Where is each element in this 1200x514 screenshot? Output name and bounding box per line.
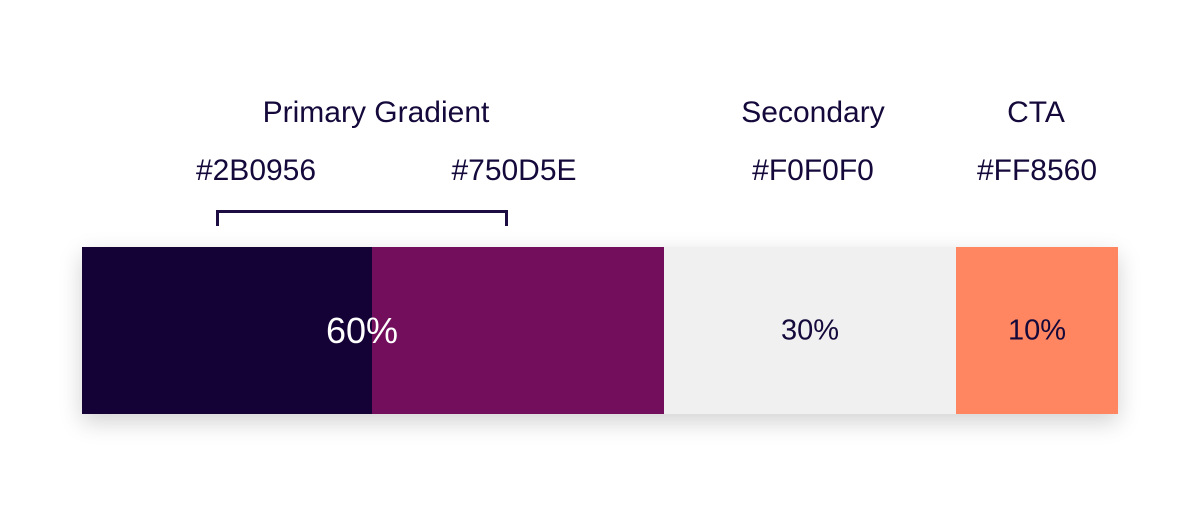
secondary-segment	[664, 247, 956, 414]
primary-start-hex: #2B0956	[195, 154, 317, 187]
color-ratio-bar: 60% 30% 10%	[82, 247, 1118, 414]
primary-dark-segment	[82, 247, 372, 414]
cta-percent-label: 10%	[1007, 314, 1067, 346]
primary-purple-segment	[372, 247, 664, 414]
cta-segment	[956, 247, 1118, 414]
primary-gradient-title: Primary Gradient	[262, 96, 490, 129]
cta-title: CTA	[1007, 96, 1065, 129]
secondary-title: Secondary	[741, 96, 885, 129]
cta-hex: #FF8560	[976, 154, 1098, 187]
primary-percent-label: 60%	[325, 309, 399, 351]
primary-gradient-bracket	[216, 210, 508, 226]
primary-end-hex: #750D5E	[451, 154, 577, 187]
secondary-percent-label: 30%	[780, 314, 840, 346]
secondary-hex: #F0F0F0	[752, 154, 874, 187]
